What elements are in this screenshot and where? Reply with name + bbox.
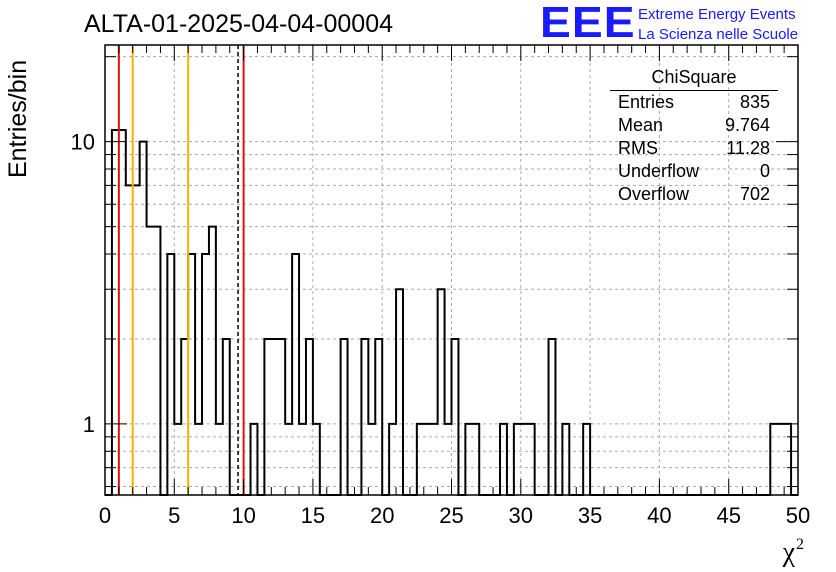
stats-value: 9.764	[724, 115, 770, 135]
stats-label: RMS	[618, 138, 658, 158]
eee-logo-line2: La Scienza nelle Scuole	[638, 26, 799, 43]
x-tick-label: 45	[716, 503, 740, 528]
y-axis-label: Entries/bin	[4, 59, 32, 178]
eee-logo-mark: EEE	[540, 0, 636, 47]
y-tick-label: 10	[71, 130, 95, 155]
stats-row-underflow: Underflow 0	[610, 160, 778, 183]
x-tick-label: 25	[439, 503, 463, 528]
y-tick-label: 1	[83, 412, 95, 437]
x-tick-label: 5	[168, 503, 180, 528]
x-tick-label: 20	[370, 503, 394, 528]
stats-label: Underflow	[618, 161, 700, 181]
x-tick-label: 40	[647, 503, 671, 528]
stats-value: 11.28	[726, 138, 770, 158]
x-tick-label: 35	[578, 503, 602, 528]
stats-row-rms: RMS 11.28	[610, 137, 778, 160]
eee-logo-line1: Extreme Energy Events	[638, 6, 796, 23]
stats-value: 702	[739, 184, 770, 204]
x-tick-label: 15	[301, 503, 325, 528]
x-axis-label-text: χ	[782, 537, 795, 568]
x-axis-label-superscript: 2	[796, 536, 804, 553]
stats-value: 835	[739, 92, 770, 112]
x-tick-label: 30	[509, 503, 533, 528]
x-axis-label: χ2	[783, 536, 804, 569]
stats-header: ChiSquare	[610, 66, 778, 91]
x-tick-label: 10	[231, 503, 255, 528]
plot-title: ALTA-01-2025-04-04-00004	[84, 10, 393, 38]
stats-label: Entries	[618, 92, 675, 112]
stats-label: Mean	[618, 115, 664, 135]
x-tick-label: 50	[786, 503, 810, 528]
stats-row-overflow: Overflow 702	[610, 183, 778, 206]
stats-value: 0	[759, 161, 770, 181]
stats-box: ChiSquare Entries 835 Mean 9.764 RMS 11.28 …	[610, 66, 778, 206]
stats-row-entries: Entries 835	[610, 91, 778, 114]
stats-label: Overflow	[618, 184, 690, 204]
x-tick-label: 0	[99, 503, 111, 528]
stats-row-mean: Mean 9.764	[610, 114, 778, 137]
